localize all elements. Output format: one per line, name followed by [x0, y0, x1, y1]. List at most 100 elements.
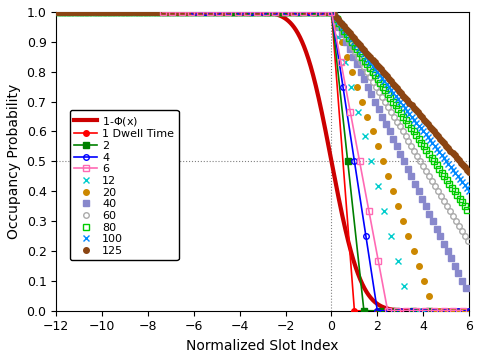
4 [294, 10, 300, 14]
4 [363, 234, 369, 238]
12 [190, 10, 195, 14]
6 [254, 10, 260, 14]
6 [160, 10, 166, 14]
1 Dwell Time [306, 10, 312, 14]
125 [456, 158, 462, 162]
6 [357, 159, 362, 163]
40 [68, 10, 73, 14]
Line: 2: 2 [231, 9, 432, 314]
X-axis label: Normalized Slot Index: Normalized Slot Index [186, 339, 339, 353]
6 [263, 10, 269, 14]
60 [465, 239, 470, 243]
125 [466, 170, 472, 174]
Line: 125: 125 [54, 9, 472, 175]
4 [237, 10, 242, 14]
80 [465, 208, 470, 212]
1 Dwell Time [260, 10, 265, 14]
4 [340, 85, 346, 89]
Line: 6: 6 [160, 9, 466, 314]
6 [300, 10, 306, 14]
6 [319, 10, 325, 14]
Legend: 1-$\Phi$(x), 1 Dwell Time, 2, 4, 6, 12, 20, 40, 60, 80, 100, 125: 1-$\Phi$(x), 1 Dwell Time, 2, 4, 6, 12, … [70, 110, 179, 260]
4 [397, 309, 403, 313]
125 [54, 10, 60, 14]
6 [404, 309, 409, 313]
80 [205, 10, 211, 14]
80 [190, 10, 196, 14]
20 [416, 264, 421, 268]
80 [167, 10, 173, 14]
12 [408, 309, 414, 313]
40 [57, 10, 62, 14]
4 [455, 309, 460, 313]
6 [338, 60, 344, 64]
4 [386, 309, 392, 313]
2 [248, 10, 253, 14]
1 Dwell Time [374, 309, 380, 313]
100 [88, 10, 94, 14]
20 [303, 10, 309, 14]
12 [104, 10, 109, 14]
Line: 1-$\Phi$(x): 1-$\Phi$(x) [56, 12, 469, 311]
6 [348, 109, 353, 114]
40 [434, 226, 440, 231]
6 [235, 10, 240, 14]
40 [463, 286, 468, 291]
Y-axis label: Occupancy Probability: Occupancy Probability [7, 84, 21, 239]
6 [310, 10, 316, 14]
Line: 100: 100 [53, 9, 473, 195]
1-$\Phi$(x) [466, 309, 472, 313]
100 [251, 10, 256, 14]
20 [462, 309, 468, 313]
6 [413, 309, 419, 313]
4 [444, 309, 449, 313]
2 [280, 10, 286, 14]
6 [226, 10, 231, 14]
6 [179, 10, 184, 14]
6 [366, 209, 372, 213]
125 [257, 10, 263, 14]
4 [329, 10, 335, 14]
4 [283, 10, 288, 14]
Line: 40: 40 [57, 9, 468, 291]
20 [57, 10, 62, 14]
100 [115, 10, 121, 14]
Line: 12: 12 [90, 9, 468, 314]
80 [54, 10, 60, 14]
12 [249, 10, 255, 14]
20 [318, 10, 324, 14]
4 [432, 309, 438, 313]
60 [317, 10, 323, 14]
2 [231, 10, 237, 14]
6 [460, 309, 466, 313]
40 [361, 77, 367, 81]
6 [197, 10, 203, 14]
6 [282, 10, 288, 14]
125 [302, 10, 308, 14]
60 [62, 10, 68, 14]
125 [158, 10, 164, 14]
40 [394, 144, 400, 149]
6 [207, 10, 213, 14]
4 [420, 309, 426, 313]
2 [410, 309, 416, 313]
6 [216, 10, 222, 14]
6 [432, 309, 437, 313]
20 [298, 10, 303, 14]
100 [53, 10, 59, 14]
6 [169, 10, 175, 14]
4 [466, 309, 472, 313]
1-$\Phi$(x) [378, 304, 384, 309]
6 [385, 309, 391, 313]
2 [426, 309, 432, 313]
2 [264, 10, 269, 14]
80 [416, 137, 421, 141]
6 [244, 10, 250, 14]
125 [394, 86, 400, 91]
6 [422, 309, 428, 313]
2 [312, 10, 318, 14]
4 [351, 159, 357, 163]
20 [334, 25, 339, 29]
1 Dwell Time [283, 10, 288, 14]
4 [191, 10, 197, 14]
